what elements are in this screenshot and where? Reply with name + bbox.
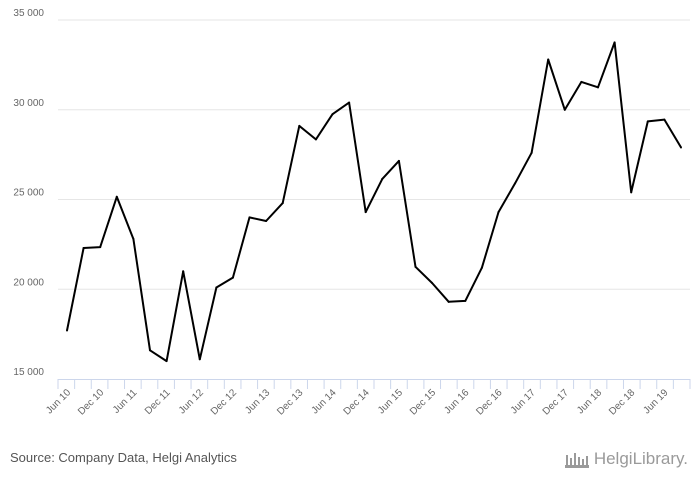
data-point[interactable] xyxy=(630,191,633,194)
data-point[interactable] xyxy=(613,41,616,44)
x-tick-label: Jun 12 xyxy=(177,387,206,416)
data-point[interactable] xyxy=(165,360,168,363)
x-tick-label: Jun 10 xyxy=(44,387,73,416)
data-point[interactable] xyxy=(414,265,417,268)
data-point[interactable] xyxy=(364,211,367,214)
data-point[interactable] xyxy=(497,211,500,214)
library-icon xyxy=(564,453,589,468)
data-point[interactable] xyxy=(82,246,85,249)
data-point[interactable] xyxy=(298,124,301,127)
data-point[interactable] xyxy=(397,159,400,162)
x-tick-label: Jun 17 xyxy=(509,387,538,416)
y-tick-label: 15 000 xyxy=(13,367,44,378)
data-point[interactable] xyxy=(182,270,185,273)
data-point[interactable] xyxy=(148,349,151,352)
y-tick-label: 25 000 xyxy=(13,188,44,199)
data-point[interactable] xyxy=(314,138,317,141)
x-axis: Jun 10 Dec 10 Jun 11 Dec 11 Jun 12 Dec 12 Jun … xyxy=(44,379,691,418)
x-tick-label: Jun 16 xyxy=(442,387,471,416)
y-tick-label: 30 000 xyxy=(13,98,44,109)
data-point[interactable] xyxy=(265,220,268,223)
data-point[interactable] xyxy=(331,113,334,116)
x-tick-label: Dec 17 xyxy=(541,387,571,417)
x-tick-label: Jun 15 xyxy=(376,387,405,416)
logo-text: HelgiLibrary. xyxy=(593,449,688,468)
data-point[interactable] xyxy=(231,276,234,279)
data-point[interactable] xyxy=(680,146,682,149)
data-point[interactable] xyxy=(447,300,450,303)
data-point[interactable] xyxy=(381,177,384,180)
x-tick-label: Dec 12 xyxy=(209,387,239,417)
data-point[interactable] xyxy=(431,281,434,284)
data-point[interactable] xyxy=(99,246,102,249)
data-point[interactable] xyxy=(563,108,566,111)
y-tick-label: 35 000 xyxy=(13,8,44,19)
x-tick-label: Jun 18 xyxy=(575,387,604,416)
data-point[interactable] xyxy=(663,118,666,121)
data-point[interactable] xyxy=(66,329,68,332)
x-tick-label: Dec 10 xyxy=(76,387,106,417)
x-tick-label: Dec 18 xyxy=(607,387,637,417)
data-point[interactable] xyxy=(530,151,533,154)
x-tick-label: Dec 15 xyxy=(408,387,438,417)
data-point[interactable] xyxy=(464,299,467,302)
data-point[interactable] xyxy=(215,286,218,289)
x-tick-label: Jun 13 xyxy=(243,387,272,416)
data-point[interactable] xyxy=(348,101,351,104)
data-point[interactable] xyxy=(514,182,517,185)
gridlines xyxy=(58,19,690,290)
helgi-library-logo[interactable]: HelgiLibrary. xyxy=(564,449,688,469)
series-layer xyxy=(66,41,682,363)
data-point[interactable] xyxy=(580,80,583,83)
data-point[interactable] xyxy=(646,120,649,123)
series-line[interactable] xyxy=(66,41,682,363)
data-point[interactable] xyxy=(597,86,600,89)
data-point[interactable] xyxy=(547,58,550,61)
x-tick-label: Jun 19 xyxy=(642,387,671,416)
x-tick-label: Jun 11 xyxy=(111,387,140,416)
data-point[interactable] xyxy=(198,358,201,361)
data-point[interactable] xyxy=(132,237,135,240)
y-tick-label: 20 000 xyxy=(13,277,44,288)
x-tick-label: Dec 14 xyxy=(342,387,372,417)
data-point[interactable] xyxy=(248,216,251,219)
data-point[interactable] xyxy=(480,266,483,269)
data-point[interactable] xyxy=(281,202,284,205)
x-tick-label: Dec 11 xyxy=(143,387,173,417)
x-tick-label: Dec 16 xyxy=(474,387,504,417)
y-axis: 15 000 20 000 25 000 30 000 35 000 xyxy=(13,8,44,378)
source-note: Source: Company Data, Helgi Analytics xyxy=(10,450,237,465)
data-point[interactable] xyxy=(115,195,118,198)
x-tick-label: Jun 14 xyxy=(310,387,339,416)
x-tick-label: Dec 13 xyxy=(275,387,305,417)
